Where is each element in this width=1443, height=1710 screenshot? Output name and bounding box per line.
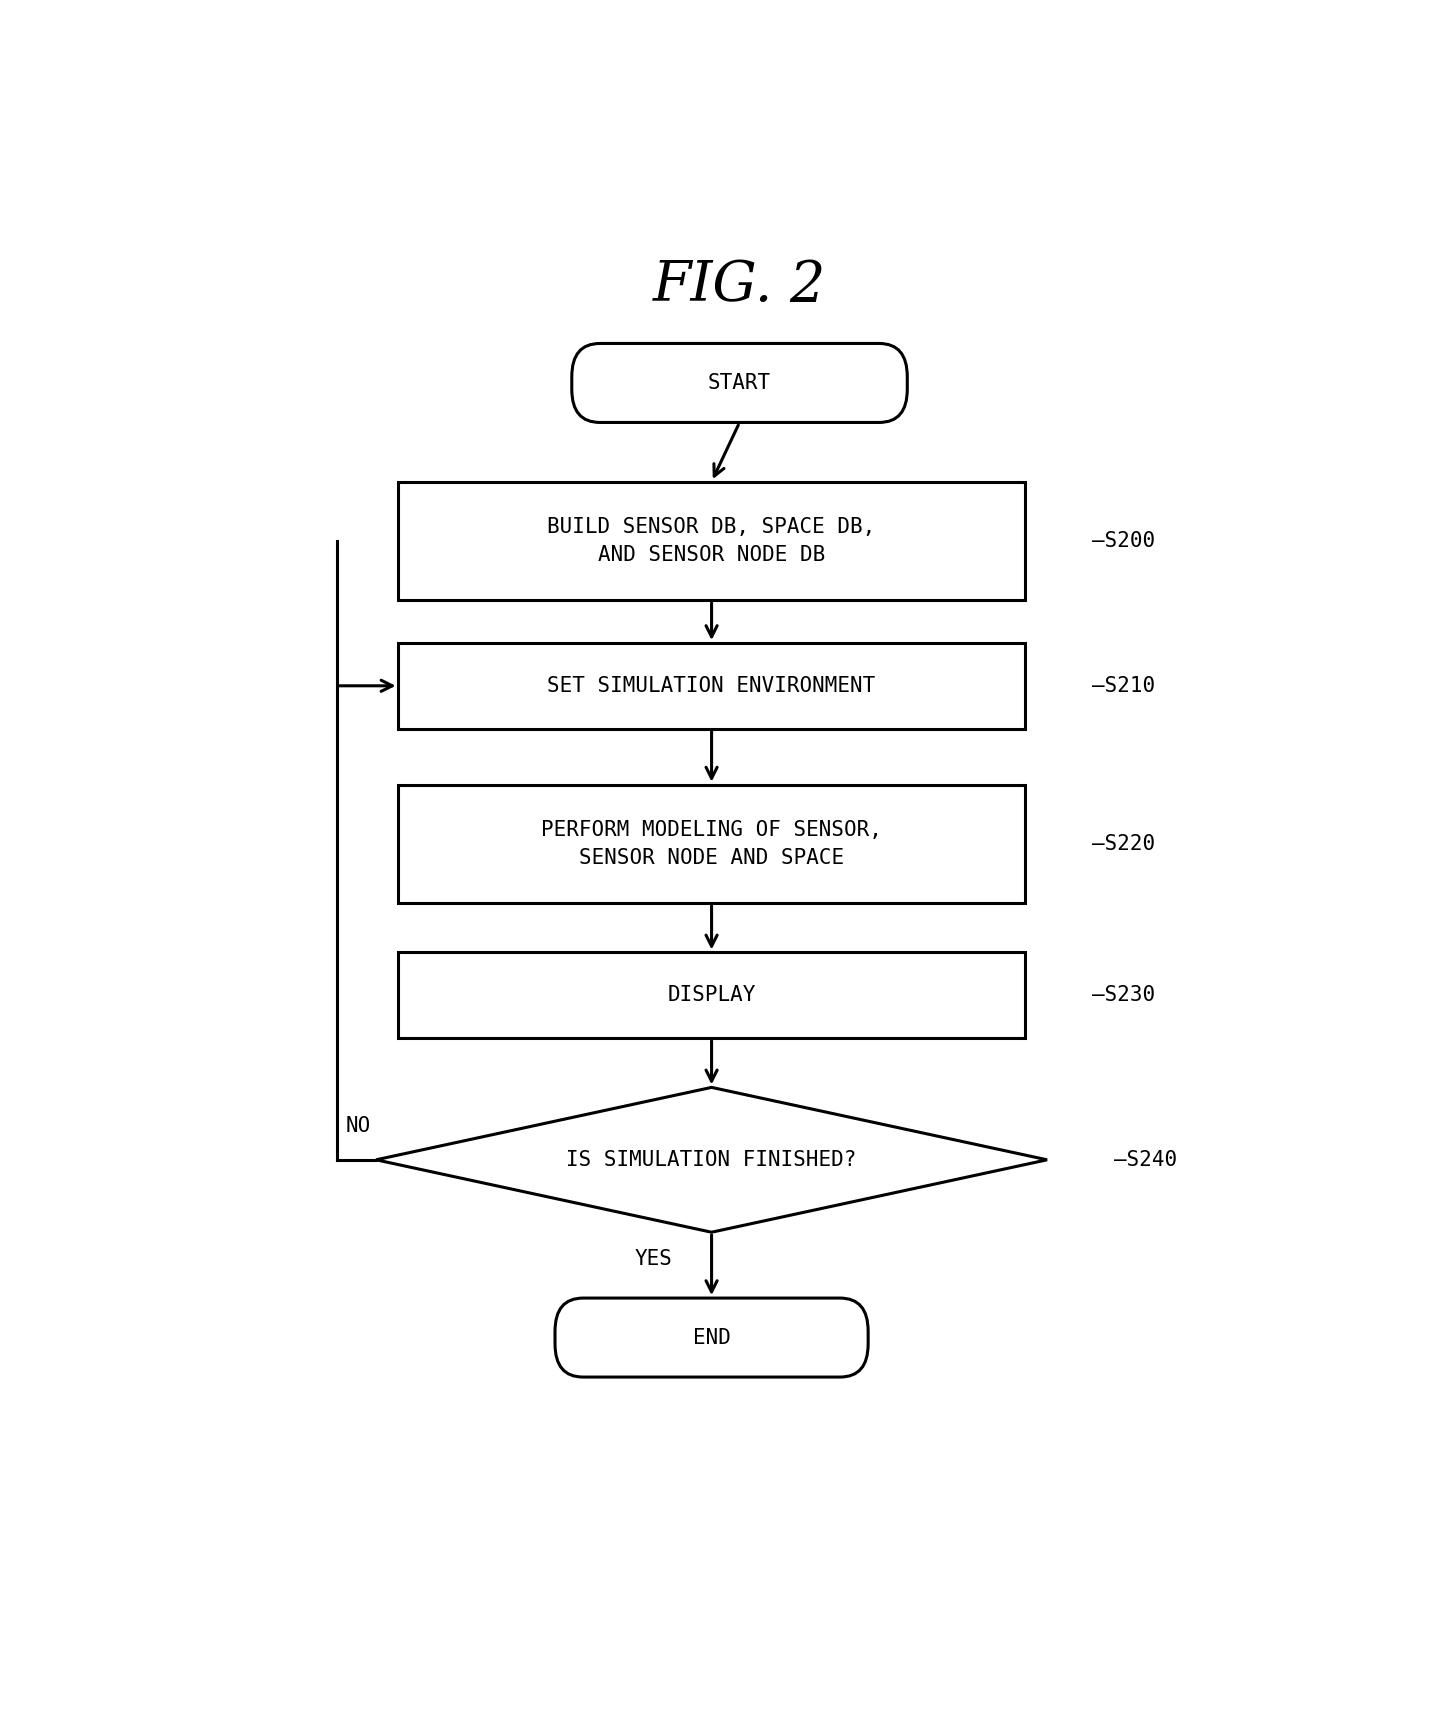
Text: NO: NO: [345, 1117, 371, 1135]
Text: BUILD SENSOR DB, SPACE DB,
AND SENSOR NODE DB: BUILD SENSOR DB, SPACE DB, AND SENSOR NO…: [547, 516, 876, 564]
Bar: [398, 785, 1025, 903]
Text: —S210: —S210: [1092, 675, 1154, 696]
Bar: [398, 643, 1025, 728]
Text: SET SIMULATION ENVIRONMENT: SET SIMULATION ENVIRONMENT: [547, 675, 876, 696]
Text: —S220: —S220: [1092, 834, 1154, 853]
Bar: [398, 952, 1025, 1038]
Text: —S230: —S230: [1092, 985, 1154, 1005]
FancyBboxPatch shape: [571, 344, 908, 422]
Bar: [398, 482, 1025, 600]
Text: IS SIMULATION FINISHED?: IS SIMULATION FINISHED?: [567, 1149, 857, 1170]
Polygon shape: [377, 1088, 1048, 1233]
FancyBboxPatch shape: [556, 1298, 869, 1377]
Text: DISPLAY: DISPLAY: [668, 985, 756, 1005]
Text: FIG. 2: FIG. 2: [652, 258, 827, 313]
Text: END: END: [693, 1327, 730, 1347]
Text: PERFORM MODELING OF SENSOR,
SENSOR NODE AND SPACE: PERFORM MODELING OF SENSOR, SENSOR NODE …: [541, 819, 882, 867]
Text: —S200: —S200: [1092, 532, 1154, 551]
Text: START: START: [709, 373, 771, 393]
Text: YES: YES: [635, 1248, 672, 1269]
Text: —S240: —S240: [1114, 1149, 1177, 1170]
